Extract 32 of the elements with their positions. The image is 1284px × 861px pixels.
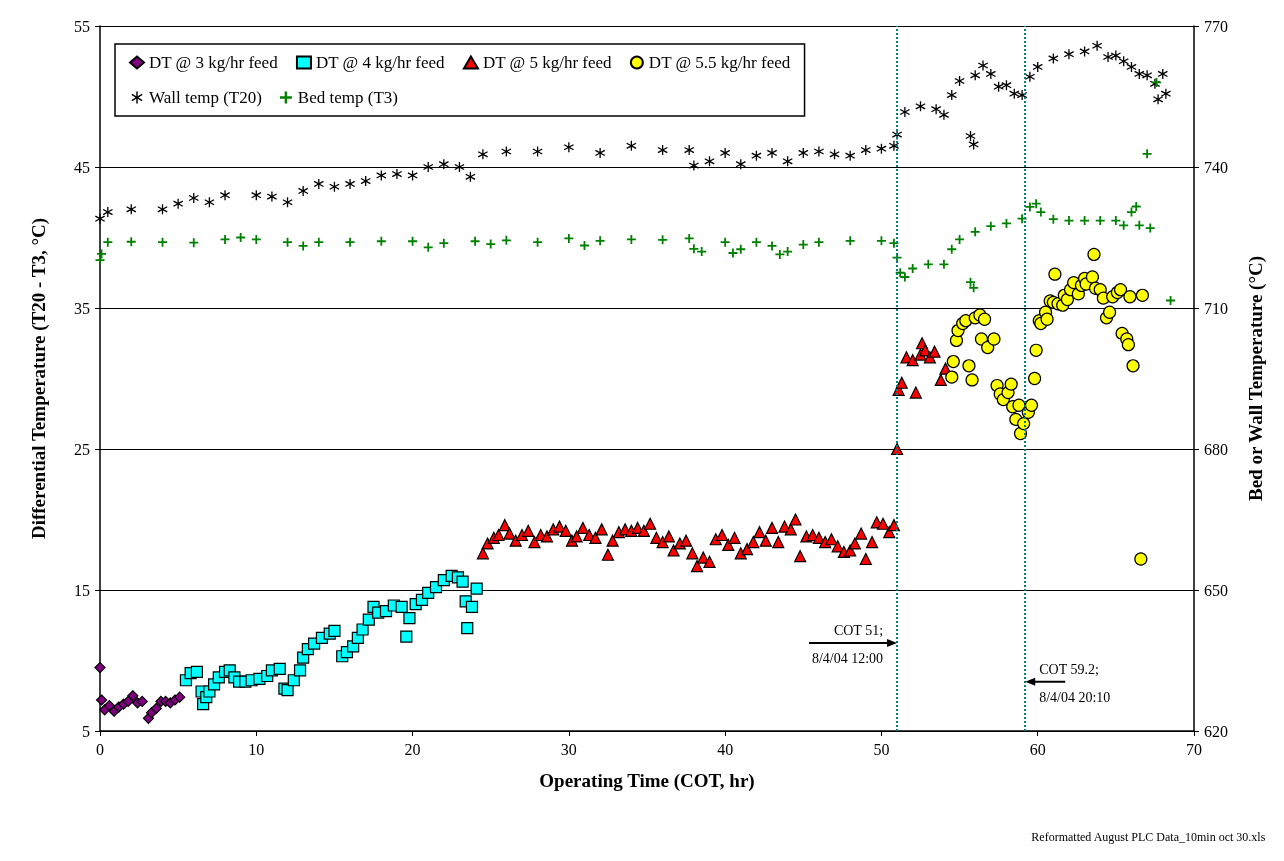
y-tick-label: 25	[74, 440, 90, 458]
x-axis-title: Operating Time (COT, hr)	[539, 770, 755, 792]
y2-tick-label: 770	[1204, 17, 1228, 35]
x-tick-label: 60	[1029, 740, 1046, 758]
x-tick-label: 30	[560, 740, 577, 758]
legend-label: Bed temp (T3)	[297, 88, 398, 107]
y2-tick-label: 740	[1204, 158, 1228, 176]
ref-line-label: COT 51; 8/4/04 12:00	[811, 622, 884, 666]
x-tick-label: 0	[96, 740, 104, 758]
y-tick-label: 5	[82, 722, 90, 740]
y2-axis-title: Bed or Wall Temperature (°C)	[1245, 255, 1267, 502]
text: Reformatted August PLC Data_10min oct 30.xls	[1031, 830, 1266, 844]
legend-label: Wall temp (T20)	[149, 88, 262, 107]
legend-label: DT @ 5 kg/hr feed	[482, 53, 613, 72]
legend-label: DT @ 3 kg/hr feed	[149, 53, 279, 72]
y-axis-title: Differential Temperature (T20 - T3, °C)	[28, 217, 50, 540]
y2-tick-label: 680	[1204, 440, 1228, 458]
legend-label: DT @ 5.5 kg/hr feed	[648, 53, 791, 72]
x-tick-label: 20	[404, 740, 421, 758]
x-tick-label: 70	[1186, 740, 1202, 758]
y2-tick-label: 650	[1204, 581, 1228, 599]
x-tick-label: 50	[873, 740, 890, 758]
y-tick-label: 35	[74, 299, 90, 317]
y-tick-label: 15	[74, 581, 90, 599]
y-tick-label: 45	[74, 158, 90, 176]
legend-label: DT @ 4 kg/hr feed	[315, 53, 446, 72]
y2-tick-label: 710	[1204, 299, 1228, 317]
y-tick-label: 55	[74, 17, 90, 35]
x-tick-label: 10	[248, 740, 265, 758]
x-tick-label: 40	[717, 740, 734, 758]
ref-line-label: COT 59.2; 8/4/04 20:10	[1039, 661, 1111, 705]
y2-tick-label: 620	[1204, 722, 1228, 740]
